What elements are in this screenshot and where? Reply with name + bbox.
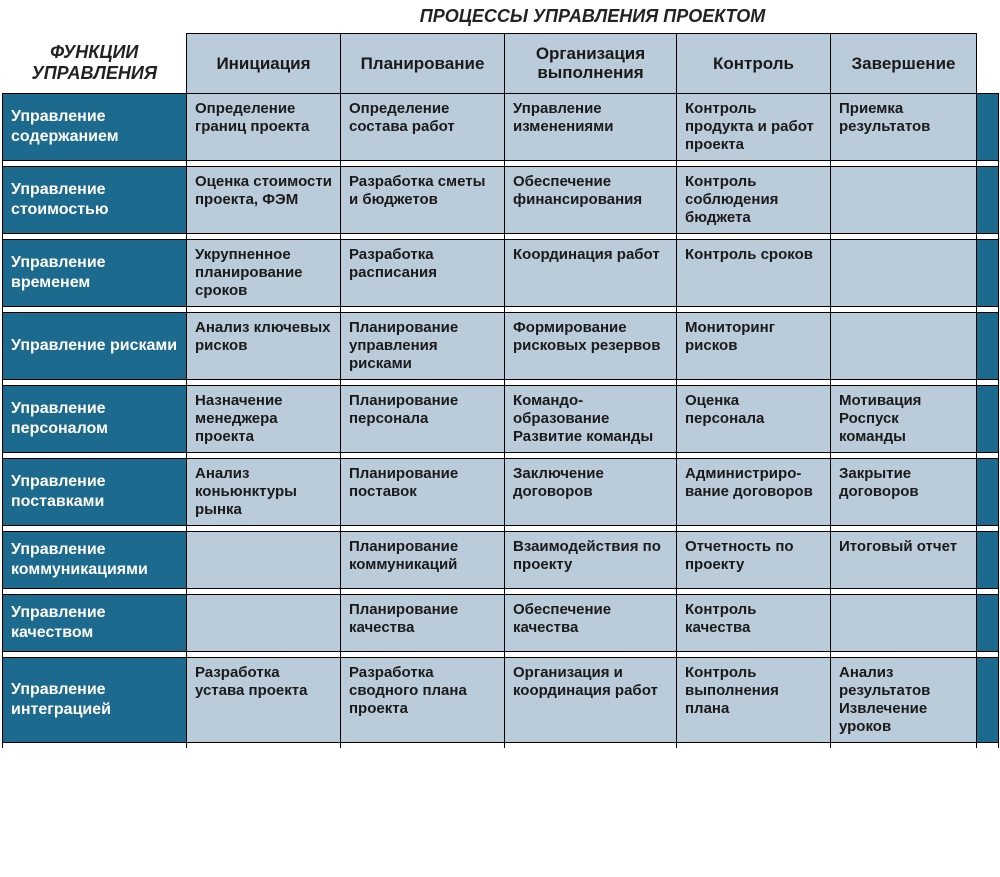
matrix-cell bbox=[831, 239, 977, 306]
matrix-cell: Контроль продукта и работ проекта bbox=[677, 93, 831, 160]
row-end-stub bbox=[977, 531, 999, 588]
row-end-stub bbox=[977, 594, 999, 651]
matrix-cell: Закрытие договоров bbox=[831, 458, 977, 525]
col-header-4: Завершение bbox=[831, 34, 977, 94]
matrix-cell: Контроль выполнения плана bbox=[677, 657, 831, 742]
row-end-stub bbox=[977, 239, 999, 306]
matrix-cell: Итоговый отчет bbox=[831, 531, 977, 588]
row-end-stub bbox=[977, 166, 999, 233]
matrix-cell: Взаимодействия по проекту bbox=[505, 531, 677, 588]
matrix-cell: Отчетность по проекту bbox=[677, 531, 831, 588]
matrix-cell: Контроль соблюдения бюджета bbox=[677, 166, 831, 233]
matrix-cell: Планирование качества bbox=[341, 594, 505, 651]
matrix-cell: Администриро-вание договоров bbox=[677, 458, 831, 525]
col-header-0: Инициация bbox=[187, 34, 341, 94]
function-label: Управление рисками bbox=[3, 312, 187, 379]
row-end-stub bbox=[977, 312, 999, 379]
matrix-cell: Определение состава работ bbox=[341, 93, 505, 160]
matrix-cell bbox=[187, 531, 341, 588]
table-row: Управление персоналомНазначение менеджер… bbox=[3, 385, 999, 452]
table-row: Управление содержаниемОпределение границ… bbox=[3, 93, 999, 160]
matrix-cell bbox=[831, 312, 977, 379]
matrix-cell: Оценка персонала bbox=[677, 385, 831, 452]
function-label: Управление интеграцией bbox=[3, 657, 187, 742]
matrix-cell: Разработка сводного плана проекта bbox=[341, 657, 505, 742]
matrix-cell: Планирование персонала bbox=[341, 385, 505, 452]
matrix-cell: Мотивация Роспуск команды bbox=[831, 385, 977, 452]
header-side-l2: УПРАВЛЕНИЯ bbox=[32, 63, 157, 83]
table-row: Управление поставкамиАнализ коньюнктуры … bbox=[3, 458, 999, 525]
matrix-cell: Разработка расписания bbox=[341, 239, 505, 306]
matrix-cell: Координация работ bbox=[505, 239, 677, 306]
matrix-cell: Планирование поставок bbox=[341, 458, 505, 525]
matrix-cell: Оценка стоимости проекта, ФЭМ bbox=[187, 166, 341, 233]
matrix-cell: Разработка устава проекта bbox=[187, 657, 341, 742]
matrix-cell: Обеспечение финансирования bbox=[505, 166, 677, 233]
function-label: Управление стоимостью bbox=[3, 166, 187, 233]
matrix-cell: Анализ ключевых рисков bbox=[187, 312, 341, 379]
matrix-cell: Контроль качества bbox=[677, 594, 831, 651]
table-row: Управление стоимостьюОценка стоимости пр… bbox=[3, 166, 999, 233]
matrix-cell: Организация и координация работ bbox=[505, 657, 677, 742]
table-row: Управление временемУкрупненное планирова… bbox=[3, 239, 999, 306]
function-label: Управление качеством bbox=[3, 594, 187, 651]
col-header-3: Контроль bbox=[677, 34, 831, 94]
row-end-stub bbox=[977, 93, 999, 160]
header-side-l1: ФУНКЦИИ bbox=[50, 42, 138, 62]
matrix-cell: Контроль сроков bbox=[677, 239, 831, 306]
function-label: Управление поставками bbox=[3, 458, 187, 525]
matrix-cell: Командо-образование Развитие команды bbox=[505, 385, 677, 452]
row-end-stub bbox=[977, 458, 999, 525]
matrix-cell: Анализ коньюнктуры рынка bbox=[187, 458, 341, 525]
function-label: Управление коммуникациями bbox=[3, 531, 187, 588]
matrix-cell bbox=[831, 166, 977, 233]
matrix-cell: Планирование коммуникаций bbox=[341, 531, 505, 588]
function-label: Управление персоналом bbox=[3, 385, 187, 452]
matrix-cell: Определение границ проекта bbox=[187, 93, 341, 160]
col-header-1: Планирование bbox=[341, 34, 505, 94]
col-header-2: Организация выполнения bbox=[505, 34, 677, 94]
matrix-cell: Приемка результатов bbox=[831, 93, 977, 160]
gap-row bbox=[3, 742, 999, 748]
matrix-cell: Укрупненное планирование сроков bbox=[187, 239, 341, 306]
matrix-cell: Обеспечение качества bbox=[505, 594, 677, 651]
matrix-cell: Планирование управления рисками bbox=[341, 312, 505, 379]
matrix-cell: Назначение менеджера проекта bbox=[187, 385, 341, 452]
header-side: ФУНКЦИИ УПРАВЛЕНИЯ bbox=[3, 34, 187, 94]
matrix-cell: Формирование рисковых резервов bbox=[505, 312, 677, 379]
row-end-stub bbox=[977, 385, 999, 452]
matrix-cell: Заключение договоров bbox=[505, 458, 677, 525]
header-top: ПРОЦЕССЫ УПРАВЛЕНИЯ ПРОЕКТОМ bbox=[187, 2, 999, 34]
table-row: Управление интеграциейРазработка устава … bbox=[3, 657, 999, 742]
matrix-cell: Разработка сметы и бюджетов bbox=[341, 166, 505, 233]
function-label: Управление содержанием bbox=[3, 93, 187, 160]
pm-matrix-table: ПРОЦЕССЫ УПРАВЛЕНИЯ ПРОЕКТОМ ФУНКЦИИ УПР… bbox=[2, 2, 999, 748]
table-row: Управление рискамиАнализ ключевых рисков… bbox=[3, 312, 999, 379]
matrix-cell: Анализ результатов Извлечение уроков bbox=[831, 657, 977, 742]
matrix-cell: Управление изменениями bbox=[505, 93, 677, 160]
function-label: Управление временем bbox=[3, 239, 187, 306]
matrix-cell bbox=[187, 594, 341, 651]
matrix-cell: Мониторинг рисков bbox=[677, 312, 831, 379]
matrix-cell bbox=[831, 594, 977, 651]
table-row: Управление коммуникациями Планирование ко… bbox=[3, 531, 999, 588]
row-end-stub bbox=[977, 657, 999, 742]
table-row: Управление качеством Планирование качеств… bbox=[3, 594, 999, 651]
